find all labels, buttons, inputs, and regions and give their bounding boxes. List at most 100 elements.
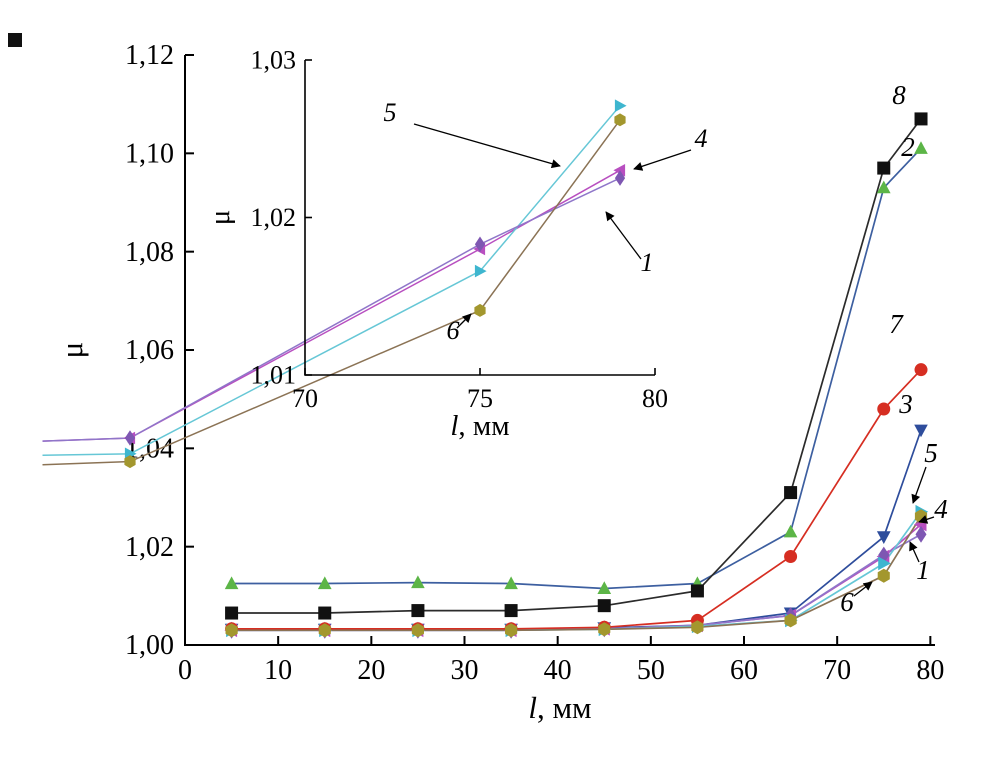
x-tick-label: 80 bbox=[642, 384, 668, 413]
data-point-marker-8 bbox=[914, 112, 928, 126]
y-axis-label: μ bbox=[204, 210, 236, 226]
data-point-marker-2 bbox=[783, 524, 798, 538]
x-tick-label: 40 bbox=[544, 655, 572, 686]
series-line-2 bbox=[231, 147, 922, 590]
data-point-marker-7 bbox=[784, 550, 798, 563]
data-point-marker-2 bbox=[597, 581, 612, 594]
annotation-arrow-6 bbox=[853, 581, 873, 597]
data-point-marker-6 bbox=[505, 623, 518, 638]
series-label-1: 1 bbox=[916, 555, 930, 585]
data-point-marker-2 bbox=[224, 576, 239, 590]
series-label-8: 8 bbox=[892, 80, 906, 110]
main-chart: 0 10 20 30 40 50 60 70 801,001,021,041,061,081,1… bbox=[54, 40, 948, 725]
series-label-5: 5 bbox=[924, 438, 938, 468]
y-tick-label: 1,01 bbox=[251, 361, 297, 390]
data-point-marker-4 bbox=[613, 164, 626, 177]
axes bbox=[184, 55, 935, 646]
annotation-arrow-1 bbox=[605, 211, 642, 260]
data-point-marker-8 bbox=[318, 606, 332, 620]
data-point-marker-1 bbox=[878, 546, 890, 564]
data-point-marker-8 bbox=[225, 606, 239, 620]
data-point-marker-2 bbox=[411, 575, 425, 589]
x-tick-label: 30 bbox=[451, 655, 479, 686]
data-point-marker-6 bbox=[124, 455, 136, 469]
data-point-marker-5 bbox=[474, 264, 487, 278]
data-point-marker-6 bbox=[691, 620, 704, 635]
y-tick-label: 1,03 bbox=[251, 46, 297, 75]
x-axis-label: l, мм bbox=[528, 690, 591, 725]
data-point-marker-2 bbox=[504, 576, 518, 590]
data-point-marker-3 bbox=[876, 531, 891, 544]
series-label-1: 1 bbox=[641, 248, 654, 277]
y-tick-label: 1,12 bbox=[125, 40, 174, 71]
data-point-marker-1 bbox=[124, 430, 136, 446]
series-line-1 bbox=[42, 177, 621, 442]
x-tick-label: 60 bbox=[730, 655, 758, 686]
series-line-4 bbox=[42, 169, 621, 442]
y-tick-label: 1,10 bbox=[125, 139, 174, 170]
x-tick-label: 50 bbox=[637, 655, 665, 686]
series-label-3: 3 bbox=[898, 389, 913, 419]
axes bbox=[304, 60, 655, 376]
data-point-marker-6 bbox=[225, 623, 238, 638]
series-label-5: 5 bbox=[384, 98, 397, 127]
series-label-7: 7 bbox=[889, 309, 904, 339]
y-tick-label: 1,06 bbox=[125, 335, 174, 366]
y-axis-label: μ bbox=[54, 342, 89, 359]
x-tick-label: 20 bbox=[357, 655, 385, 686]
data-point-marker-8 bbox=[597, 599, 611, 613]
data-point-marker-6 bbox=[598, 622, 611, 637]
annotation-arrow-1 bbox=[909, 541, 920, 563]
data-point-marker-6 bbox=[784, 613, 797, 628]
data-point-marker-5 bbox=[878, 556, 891, 571]
data-point-marker-8 bbox=[877, 161, 891, 175]
data-point-marker-6 bbox=[411, 623, 424, 638]
data-point-marker-8 bbox=[690, 584, 704, 598]
series-line-4 bbox=[231, 523, 922, 632]
series-line-8 bbox=[231, 118, 922, 614]
x-tick-label: 75 bbox=[467, 384, 493, 413]
inset-chart: 70 75 80 1,01 1,02 1,03 l, мм μ 5 4 1 6 bbox=[42, 46, 708, 469]
data-point-marker-1 bbox=[614, 170, 626, 186]
data-point-marker-6 bbox=[877, 568, 890, 583]
annotation-arrow-4 bbox=[918, 515, 935, 524]
x-tick-label: 70 bbox=[292, 384, 318, 413]
data-point-marker-2 bbox=[876, 180, 891, 194]
x-axis-label: l, мм bbox=[450, 410, 509, 442]
data-point-marker-1 bbox=[474, 236, 486, 253]
y-tick-label: 1,02 bbox=[125, 532, 174, 563]
series-label-6: 6 bbox=[447, 316, 460, 345]
data-point-marker-6 bbox=[474, 303, 486, 317]
x-tick-label: 10 bbox=[264, 655, 292, 686]
data-point-marker-8 bbox=[784, 486, 798, 500]
y-tick-label: 1,08 bbox=[125, 237, 174, 268]
data-point-marker-6 bbox=[318, 623, 331, 638]
series-line-1 bbox=[231, 533, 922, 632]
series-label-2: 2 bbox=[901, 132, 915, 162]
data-point-marker-2 bbox=[317, 576, 332, 590]
annotation-arrow-4 bbox=[633, 149, 692, 171]
x-tick-label: 80 bbox=[916, 655, 944, 686]
data-point-marker-7 bbox=[914, 363, 928, 377]
data-point-marker-2 bbox=[914, 141, 928, 154]
x-tick-label: 70 bbox=[823, 655, 851, 686]
annotation-arrow-5 bbox=[413, 123, 561, 169]
series-label-4: 4 bbox=[934, 494, 948, 524]
y-tick-label: 1,00 bbox=[125, 630, 174, 661]
series-label-4: 4 bbox=[695, 124, 708, 153]
series-label-6: 6 bbox=[840, 587, 854, 617]
data-point-marker-6 bbox=[614, 113, 626, 127]
series-line-6 bbox=[42, 119, 621, 466]
data-point-marker-8 bbox=[504, 604, 518, 618]
x-tick-label: 0 bbox=[178, 655, 192, 686]
y-tick-label: 1,02 bbox=[251, 203, 297, 232]
annotation-arrow-5 bbox=[911, 466, 927, 504]
data-point-marker-1 bbox=[915, 525, 927, 543]
data-point-marker-8 bbox=[411, 604, 425, 618]
data-point-marker-5 bbox=[614, 99, 627, 112]
annotation-arrow-6 bbox=[456, 313, 472, 329]
data-point-marker-3 bbox=[914, 424, 928, 438]
data-point-marker-7 bbox=[877, 402, 891, 416]
